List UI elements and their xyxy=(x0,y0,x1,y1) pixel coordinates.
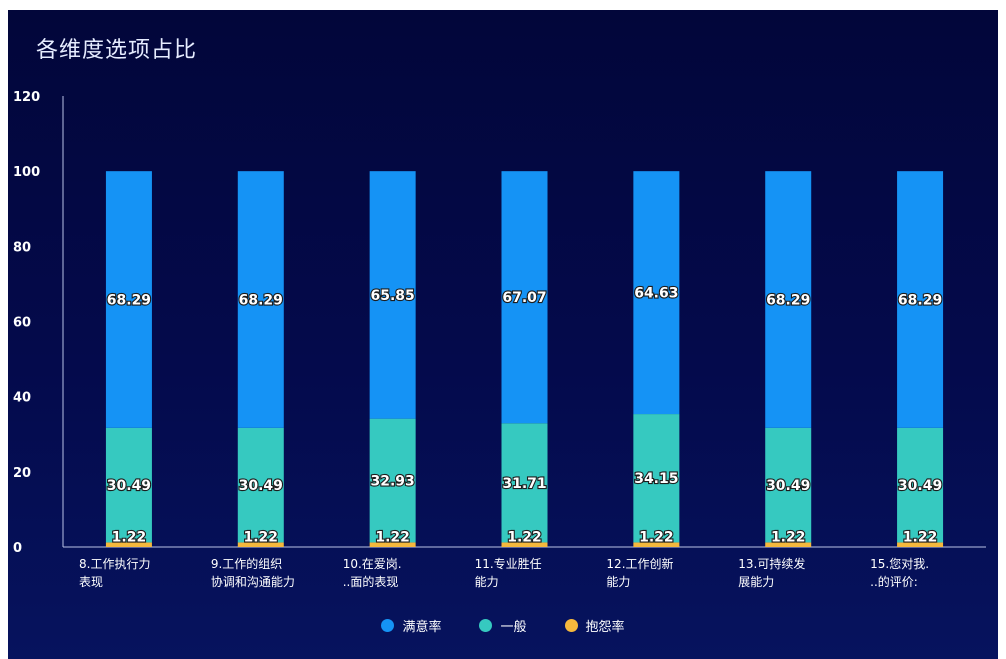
bar-segment xyxy=(897,427,944,543)
legend-label-satisfied: 满意率 xyxy=(402,620,442,635)
bar-segment xyxy=(105,427,152,543)
data-label: 65.85 xyxy=(370,288,414,304)
legend: 满意率 一般 抱怨率 xyxy=(8,616,998,635)
legend-swatch-complaint xyxy=(564,619,578,632)
x-tick-label: 能力 xyxy=(475,575,499,589)
data-label: 30.49 xyxy=(766,478,810,494)
bar-segment xyxy=(897,171,944,428)
x-tick-label: 9.工作的组织 xyxy=(211,556,282,571)
bar-segment xyxy=(633,542,680,547)
data-label: 1.22 xyxy=(244,529,279,545)
bar-segment xyxy=(369,171,416,419)
legend-swatch-average xyxy=(479,619,493,632)
x-tick-label: 协调和沟通能力 xyxy=(211,574,295,589)
bar-segment xyxy=(633,414,680,543)
data-label: 1.22 xyxy=(903,529,938,545)
data-label: 68.29 xyxy=(107,292,151,308)
bar-segment xyxy=(897,542,944,547)
bar-segment xyxy=(105,542,152,547)
y-tick-label: 0 xyxy=(13,541,22,556)
bar-segment xyxy=(105,171,152,428)
y-tick-label: 20 xyxy=(13,466,31,481)
bar-segment xyxy=(501,542,548,547)
x-tick-label: 10.在爱岗. xyxy=(343,557,402,571)
legend-label-complaint: 抱怨率 xyxy=(585,620,625,635)
bar-segment xyxy=(369,418,416,543)
data-label: 1.22 xyxy=(375,529,410,545)
x-tick-label: 表现 xyxy=(79,575,103,589)
data-label: 1.22 xyxy=(507,529,542,545)
bar-segment xyxy=(237,427,284,543)
x-tick-label: 11.专业胜任 xyxy=(475,556,542,571)
data-label: 68.29 xyxy=(898,292,942,308)
data-label: 68.29 xyxy=(239,292,283,308)
y-tick-label: 40 xyxy=(13,391,31,406)
x-tick-label: ..的评价: xyxy=(870,574,918,589)
legend-item-average[interactable]: 一般 xyxy=(479,616,527,635)
data-label: 31.71 xyxy=(502,476,546,492)
chart-title: 各维度选项占比 xyxy=(36,38,198,63)
data-label: 1.22 xyxy=(112,529,147,545)
x-tick-label: ..面的表现 xyxy=(343,574,399,589)
y-tick-label: 100 xyxy=(13,165,40,180)
bar-segment xyxy=(633,171,680,415)
bar-segment xyxy=(765,171,812,428)
data-label: 30.49 xyxy=(107,478,151,494)
legend-item-complaint[interactable]: 抱怨率 xyxy=(564,616,625,635)
x-tick-label: 13.可持续发 xyxy=(738,556,805,571)
bar-segment xyxy=(765,542,812,547)
data-label: 32.93 xyxy=(370,474,414,490)
data-label: 1.22 xyxy=(639,529,674,545)
data-label: 67.07 xyxy=(502,290,546,306)
bar-segment xyxy=(237,542,284,547)
bar-segment xyxy=(237,171,284,428)
data-label: 34.15 xyxy=(634,471,678,487)
x-tick-label: 能力 xyxy=(606,575,630,589)
y-tick-label: 120 xyxy=(13,90,40,105)
legend-swatch-satisfied xyxy=(381,619,395,632)
x-tick-label: 8.工作执行力 xyxy=(79,557,150,571)
x-tick-label: 15.您对我. xyxy=(870,556,929,571)
x-tick-label: 展能力 xyxy=(738,575,774,589)
legend-label-average: 一般 xyxy=(500,620,527,635)
bar-segment xyxy=(765,427,812,543)
y-tick-label: 60 xyxy=(13,316,31,331)
chart-panel: 各维度选项占比 0 20 40 60 80 100 120 1.22 30.49 68.29 8.工… xyxy=(8,10,998,659)
data-label: 1.22 xyxy=(771,529,806,545)
legend-item-satisfied[interactable]: 满意率 xyxy=(381,616,441,635)
data-label: 30.49 xyxy=(239,478,283,494)
bar-segment xyxy=(501,423,548,543)
bar-segment xyxy=(369,542,416,547)
data-label: 68.29 xyxy=(766,292,810,308)
data-label: 30.49 xyxy=(898,478,942,494)
bar-segment xyxy=(501,171,548,424)
y-tick-label: 80 xyxy=(13,240,31,255)
x-tick-label: 12.工作创新 xyxy=(606,556,673,571)
data-label: 64.63 xyxy=(634,286,678,302)
